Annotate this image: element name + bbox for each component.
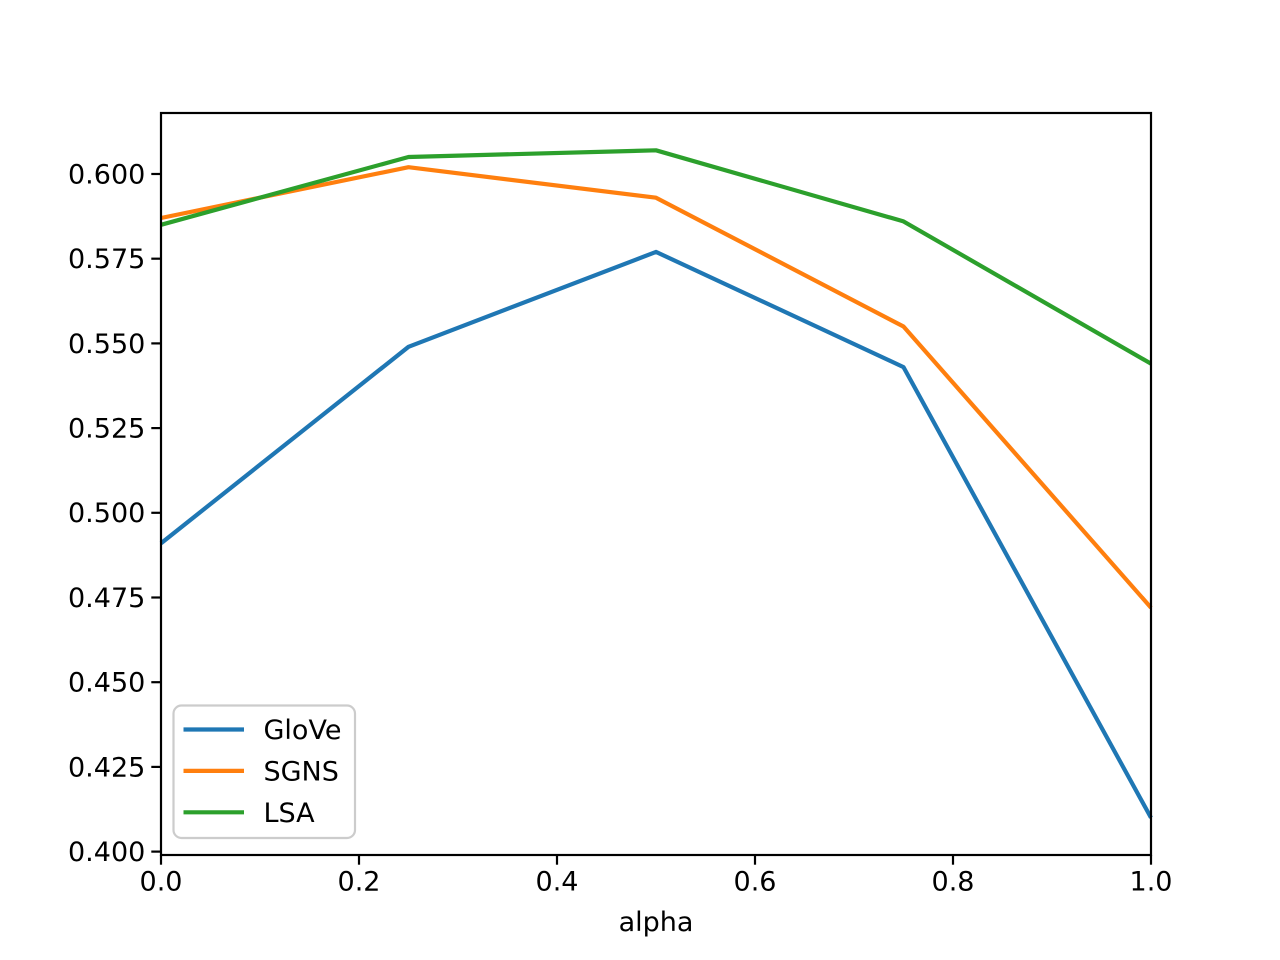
legend-box (172, 704, 357, 840)
axes-spines (159, 111, 1153, 857)
x-tick-label: 0.0 (140, 867, 183, 898)
x-tick-label: 0.6 (734, 867, 777, 898)
y-tick-label: 0.575 (68, 244, 145, 275)
y-tick-label: 0.600 (68, 159, 145, 190)
x-tick-label: 1.0 (1130, 867, 1173, 898)
y-tick-label: 0.525 (68, 414, 145, 445)
y-tick-label: 0.500 (68, 498, 145, 529)
y-tick-label: 0.400 (68, 837, 145, 868)
x-axis-label: alpha (619, 907, 694, 938)
series-line-sgns (160, 165, 1153, 610)
y-tick-label: 0.550 (68, 329, 145, 360)
series-line-glove (159, 249, 1153, 819)
x-tick-label: 0.4 (536, 867, 579, 898)
legend-label-glove: GloVe (264, 715, 342, 746)
x-tick-label: 0.2 (338, 867, 381, 898)
y-tick-label: 0.425 (68, 752, 145, 783)
series-line-lsa (160, 148, 1153, 366)
legend-label-lsa: LSA (264, 798, 316, 829)
legend-label-sgns: SGNS (264, 756, 339, 787)
y-tick-label: 0.475 (68, 583, 145, 614)
x-tick-label: 0.8 (932, 867, 975, 898)
y-tick-label: 0.450 (68, 668, 145, 699)
